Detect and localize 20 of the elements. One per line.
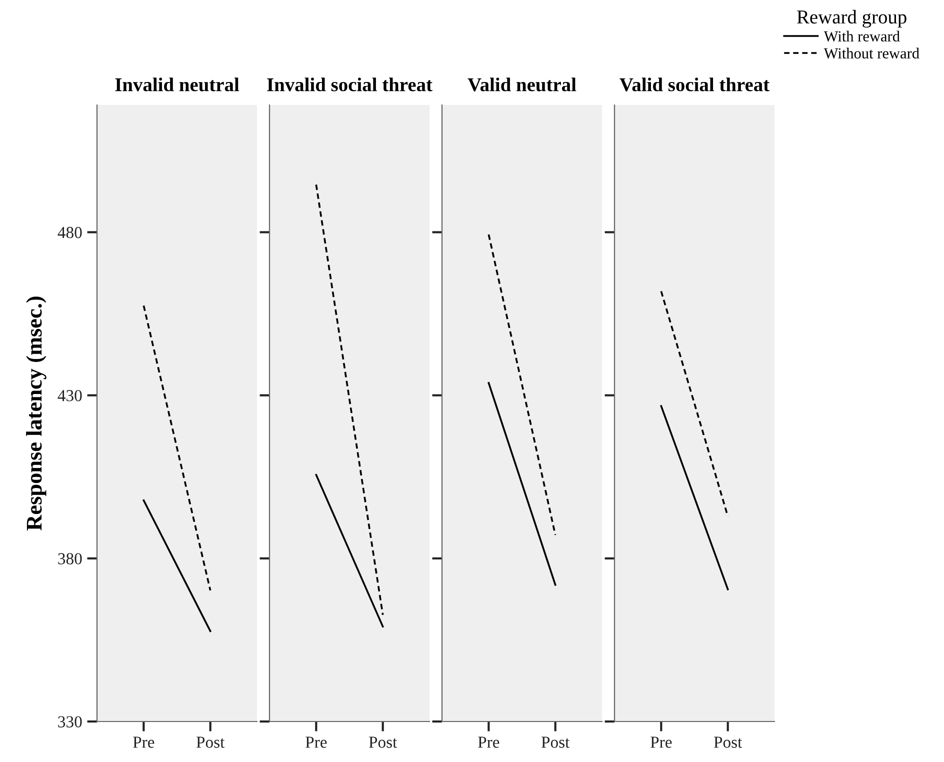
x-tick-label: Post: [714, 736, 742, 748]
chart-title: Invalid neutral: [115, 78, 240, 92]
x-tick-label: Pre: [478, 736, 500, 748]
legend-title: Reward group: [797, 10, 906, 28]
legend-label: Without reward: [824, 48, 920, 59]
x-tick-label: Pre: [306, 736, 327, 748]
legend-label: With reward: [824, 30, 900, 42]
x-tick-label: Pre: [133, 736, 154, 748]
x-tick-label: Post: [368, 736, 398, 748]
y-tick-label: 380: [58, 553, 82, 564]
x-tick-label: Post: [541, 736, 570, 748]
y-tick-label: 480: [58, 226, 82, 238]
y-tick-label: 330: [58, 716, 82, 728]
chart-title: Invalid social threat: [267, 78, 432, 92]
chart-title: Valid neutral: [468, 78, 576, 92]
y-tick-label: 430: [58, 390, 82, 402]
y-axis-title: Response latency (msec.): [26, 296, 46, 530]
chart-title: Valid social threat: [620, 78, 770, 92]
x-tick-label: Post: [196, 736, 225, 748]
x-tick-label: Pre: [650, 736, 672, 748]
